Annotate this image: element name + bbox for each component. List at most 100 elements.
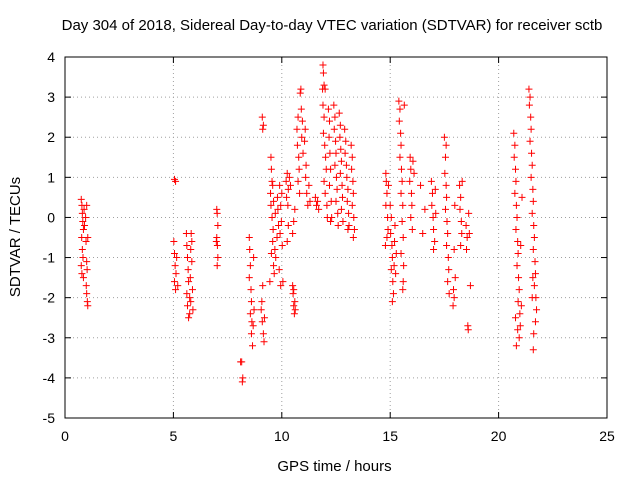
- data-point: [400, 262, 408, 270]
- data-point: [406, 177, 414, 185]
- data-point: [347, 141, 355, 149]
- data-point: [296, 89, 304, 97]
- data-point: [273, 193, 281, 201]
- data-point: [339, 217, 347, 225]
- data-point: [322, 153, 330, 161]
- data-point: [338, 181, 346, 189]
- data-point: [408, 201, 416, 209]
- data-point: [334, 209, 342, 217]
- data-point: [517, 242, 525, 250]
- data-point: [463, 246, 471, 254]
- data-point: [399, 286, 407, 294]
- x-tick-label: 25: [599, 428, 615, 444]
- data-point: [271, 209, 279, 217]
- data-point: [339, 193, 347, 201]
- data-point: [78, 209, 86, 217]
- data-point: [170, 238, 178, 246]
- data-point: [512, 342, 520, 350]
- data-point: [269, 225, 277, 233]
- data-point: [320, 113, 328, 121]
- x-axis-label: GPS time / hours: [277, 458, 391, 475]
- x-tick-label: 10: [274, 428, 290, 444]
- data-point: [213, 209, 221, 217]
- data-point: [278, 189, 286, 197]
- data-point: [297, 105, 305, 113]
- x-tick-labels: 0 5 10 15 20 25: [61, 428, 615, 444]
- data-point: [407, 213, 415, 221]
- data-point: [319, 61, 327, 69]
- data-point: [525, 85, 533, 93]
- data-point: [270, 262, 278, 270]
- data-point: [266, 278, 274, 286]
- data-point: [319, 129, 327, 137]
- data-point: [399, 278, 407, 286]
- data-point: [397, 141, 405, 149]
- data-point: [297, 85, 305, 93]
- y-tick-label: 1: [47, 169, 55, 185]
- data-point: [528, 294, 536, 302]
- data-point: [79, 217, 87, 225]
- data-point: [431, 238, 439, 246]
- data-point: [212, 238, 220, 246]
- data-point: [458, 177, 466, 185]
- data-point: [391, 221, 399, 229]
- data-point: [525, 101, 533, 109]
- data-point: [184, 266, 192, 274]
- data-point: [279, 278, 287, 286]
- axis-ticks: [64, 56, 608, 419]
- data-point: [326, 149, 334, 157]
- data-point: [186, 310, 194, 318]
- data-point: [514, 250, 522, 258]
- data-point: [342, 161, 350, 169]
- data-point: [531, 258, 539, 266]
- data-point: [77, 262, 85, 270]
- y-axis-label: SDTVAR / TECUs: [7, 177, 24, 297]
- data-point: [80, 205, 88, 213]
- x-tick-label: 5: [170, 428, 178, 444]
- data-point: [389, 290, 397, 298]
- data-point: [388, 254, 396, 262]
- data-point: [397, 129, 405, 137]
- data-point: [465, 209, 473, 217]
- y-tick-label: 2: [47, 129, 55, 145]
- data-point: [450, 246, 458, 254]
- data-point: [245, 234, 253, 241]
- data-point: [400, 101, 408, 109]
- data-point: [302, 173, 310, 181]
- data-point: [388, 298, 396, 306]
- data-point: [389, 278, 397, 286]
- data-point: [387, 229, 395, 237]
- data-point: [348, 153, 356, 161]
- data-point: [283, 193, 291, 201]
- data-point: [458, 229, 466, 237]
- data-point: [386, 201, 394, 209]
- data-point: [337, 145, 345, 153]
- data-point: [336, 133, 344, 141]
- data-point: [510, 153, 518, 161]
- data-point: [270, 197, 278, 205]
- data-point: [408, 225, 416, 233]
- data-point: [319, 69, 327, 77]
- data-point: [238, 358, 246, 366]
- data-point: [381, 242, 389, 250]
- data-point: [527, 125, 535, 133]
- data-point: [388, 242, 396, 250]
- data-point: [457, 217, 465, 225]
- data-point: [301, 125, 309, 133]
- data-point: [324, 105, 332, 113]
- data-point: [334, 221, 342, 229]
- data-point: [463, 234, 471, 241]
- data-point: [275, 266, 283, 274]
- data-point: [183, 290, 191, 298]
- data-point: [443, 217, 451, 225]
- data-point: [533, 306, 541, 314]
- data-point: [83, 258, 91, 266]
- data-point: [462, 221, 470, 229]
- data-point: [457, 242, 465, 250]
- data-point: [174, 282, 182, 290]
- data-point: [249, 322, 257, 330]
- data-point: [514, 238, 522, 246]
- data-point: [312, 201, 320, 209]
- data-point: [344, 185, 352, 193]
- data-point: [395, 97, 403, 105]
